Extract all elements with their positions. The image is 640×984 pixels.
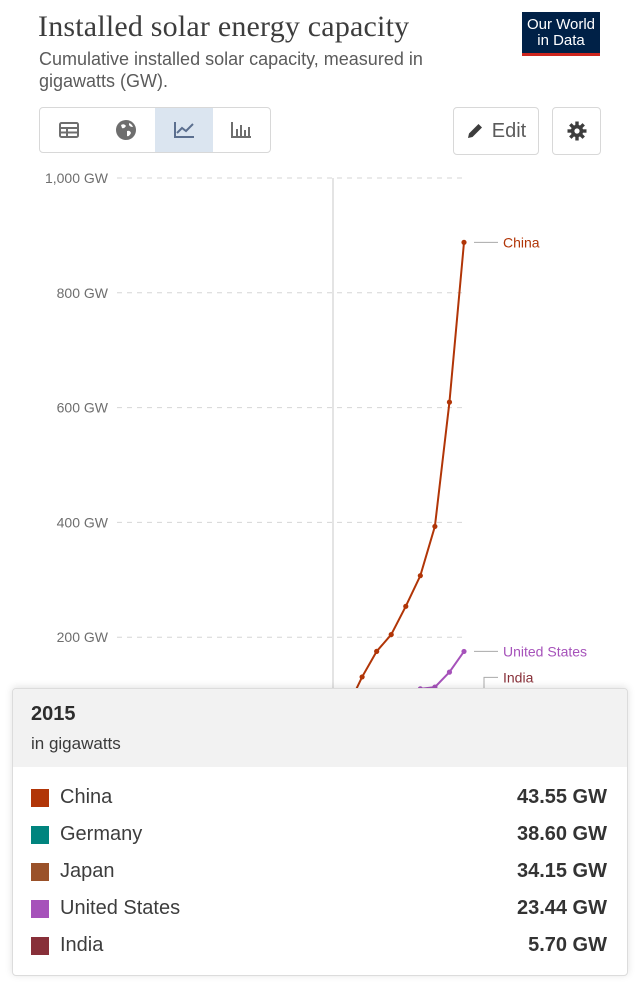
data-point (446, 669, 453, 675)
chart-subtitle: Cumulative installed solar capacity, mea… (39, 49, 423, 91)
line-chart-icon (173, 122, 194, 138)
line-chart: 200 GW 400 GW 600 GW 800 GW 1,000 GW China Uni… (45, 170, 587, 690)
y-tick-label: 400 GW (57, 514, 109, 530)
tooltip-header: 2015 in gigawatts (13, 689, 627, 767)
tooltip-row: Japan 34.15 GW (13, 853, 627, 890)
tooltip-year: 2015 (31, 703, 76, 725)
swatch-united-states (31, 899, 49, 918)
tooltip-row: China 43.55 GW (13, 779, 627, 816)
label-connector (483, 676, 498, 690)
data-point (417, 573, 423, 579)
edit-button[interactable]: Edit (453, 107, 539, 155)
pencil-icon (467, 124, 482, 138)
row-name: United States (60, 897, 181, 919)
series-end-label: India (503, 669, 534, 685)
y-tick-label: 1,000 GW (45, 170, 109, 186)
swatch-germany (31, 825, 49, 844)
series-line-united-states (416, 650, 465, 690)
tab-chart[interactable] (155, 108, 213, 152)
data-point (388, 631, 394, 638)
row-value: 43.55 GW (516, 786, 607, 808)
row-name: Japan (60, 860, 115, 882)
tooltip-rows: China 43.55 GW Germany 38.60 GW Japan 34… (13, 767, 627, 964)
bar-chart-icon (231, 122, 252, 138)
data-point (432, 523, 438, 530)
globe-icon (116, 120, 137, 140)
data-point (461, 648, 467, 655)
tab-bar[interactable] (213, 108, 271, 152)
row-name: China (60, 786, 113, 808)
tooltip-row: Germany 38.60 GW (13, 816, 627, 853)
series-end-label: China (503, 234, 540, 250)
data-point (359, 674, 365, 680)
data-tooltip: 2015 in gigawatts China 43.55 GW Germany… (12, 688, 628, 976)
row-value: 34.15 GW (516, 860, 607, 882)
gear-icon (567, 121, 586, 141)
swatch-china (31, 788, 49, 807)
row-value: 5.70 GW (528, 934, 607, 956)
owid-logo[interactable]: Our World in Data (522, 12, 600, 56)
data-point (446, 399, 453, 405)
tooltip-row: United States 23.44 GW (13, 890, 627, 927)
row-value: 38.60 GW (516, 823, 607, 845)
y-tick-label: 600 GW (57, 400, 109, 416)
chart-title: Installed solar energy capacity (38, 10, 410, 43)
tooltip-unit: in gigawatts (31, 734, 121, 753)
view-tabs (39, 107, 271, 153)
tab-table[interactable] (40, 108, 98, 152)
table-icon (58, 122, 79, 138)
row-name: Germany (60, 823, 143, 845)
data-point (461, 239, 467, 245)
series-end-label: United States (503, 643, 587, 659)
settings-button[interactable] (552, 107, 601, 155)
tooltip-row: India 5.70 GW (13, 927, 627, 964)
tab-map[interactable] (98, 108, 156, 152)
row-name: India (60, 934, 104, 956)
row-value: 23.44 GW (516, 897, 607, 919)
series-line-china (354, 242, 465, 690)
logo-line-2: in Data (537, 32, 585, 49)
logo-line-1: Our World (526, 16, 596, 33)
data-point (374, 648, 380, 654)
swatch-india (31, 936, 49, 955)
edit-label: Edit (491, 119, 527, 142)
y-tick-label: 800 GW (57, 285, 109, 301)
y-tick-label: 200 GW (57, 629, 109, 645)
swatch-japan (31, 862, 49, 881)
data-point (403, 603, 409, 609)
